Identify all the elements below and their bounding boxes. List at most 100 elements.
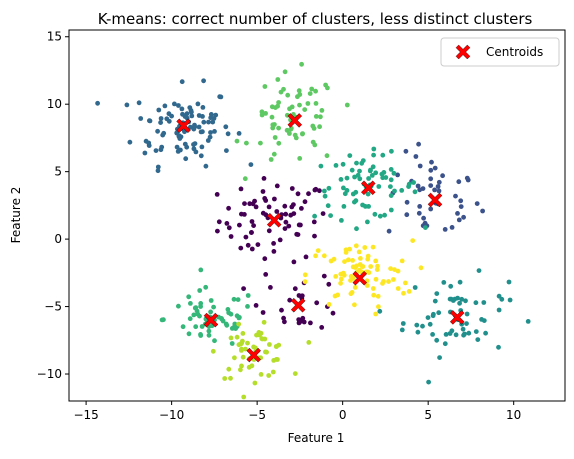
data-point: [266, 228, 272, 234]
data-point: [206, 332, 212, 338]
data-point: [312, 142, 318, 148]
data-point: [176, 303, 181, 309]
centroid-marker: [427, 192, 443, 208]
data-point: [453, 332, 459, 338]
data-point: [289, 186, 295, 191]
data-point: [313, 253, 318, 259]
scatter-points: [95, 61, 531, 400]
data-point: [481, 300, 487, 305]
data-point: [322, 193, 328, 199]
data-point: [326, 281, 332, 287]
data-point: [236, 342, 242, 348]
data-point: [147, 118, 153, 124]
data-point: [211, 304, 217, 310]
data-point: [499, 296, 505, 302]
data-point: [262, 84, 268, 89]
data-point: [350, 258, 355, 263]
data-point: [346, 257, 351, 263]
data-point: [243, 234, 249, 240]
data-point: [373, 276, 379, 282]
data-point: [403, 280, 408, 286]
data-point: [448, 283, 454, 289]
data-point: [434, 291, 440, 296]
data-point: [388, 193, 394, 199]
data-point: [344, 102, 350, 108]
data-point: [449, 225, 455, 230]
data-point: [366, 204, 371, 209]
x-tick-label: −10: [159, 408, 184, 422]
data-point: [374, 267, 380, 272]
y-tick-label: −10: [37, 367, 62, 381]
data-point: [237, 222, 242, 228]
data-point: [155, 128, 161, 134]
data-point: [417, 163, 423, 169]
data-point: [364, 283, 370, 288]
data-point: [208, 309, 214, 315]
data-point: [193, 324, 199, 330]
y-tick-label: 5: [54, 165, 62, 179]
data-point: [312, 233, 317, 239]
data-point: [421, 215, 426, 221]
data-point: [434, 337, 440, 343]
data-point: [368, 167, 373, 173]
data-point: [395, 268, 401, 274]
data-point: [226, 205, 232, 211]
data-point: [373, 258, 379, 264]
data-point: [228, 335, 234, 341]
data-point: [201, 119, 207, 125]
centroid-marker: [287, 113, 303, 128]
data-point: [341, 185, 346, 191]
data-point: [302, 107, 308, 112]
data-point: [473, 300, 479, 306]
data-point: [415, 329, 421, 335]
data-point: [354, 226, 359, 232]
data-point: [215, 228, 220, 234]
data-point: [301, 319, 307, 325]
data-point: [417, 204, 423, 209]
data-point: [253, 345, 258, 351]
data-point: [306, 191, 311, 197]
data-point: [234, 313, 240, 319]
data-point: [483, 330, 488, 336]
data-point: [460, 326, 466, 332]
data-point: [317, 124, 322, 130]
data-point: [347, 246, 352, 252]
data-point: [416, 210, 422, 216]
data-point: [375, 263, 380, 269]
data-point: [400, 321, 406, 326]
data-point: [406, 181, 412, 187]
data-point: [298, 222, 303, 228]
data-point: [373, 170, 379, 176]
data-point: [155, 168, 161, 174]
data-point: [403, 148, 409, 154]
data-point: [187, 316, 193, 322]
data-point: [428, 176, 434, 182]
data-point: [342, 191, 348, 197]
data-point: [273, 105, 278, 110]
data-point: [258, 330, 264, 336]
data-point: [268, 285, 273, 290]
data-point: [324, 153, 330, 159]
data-point: [282, 203, 288, 209]
data-point: [156, 107, 162, 113]
data-point: [198, 129, 204, 135]
data-point: [399, 327, 405, 333]
data-point: [234, 138, 240, 144]
data-point: [313, 101, 319, 106]
data-point: [426, 379, 431, 385]
data-point: [428, 183, 434, 189]
data-point: [436, 310, 442, 316]
data-point: [359, 264, 365, 269]
data-point: [353, 198, 359, 204]
data-point: [263, 272, 269, 277]
data-point: [276, 100, 281, 105]
data-point: [238, 186, 244, 192]
data-point: [352, 285, 358, 290]
data-point: [249, 230, 254, 235]
data-point: [199, 324, 205, 329]
y-tick-label: −5: [44, 300, 62, 314]
data-point: [238, 245, 244, 251]
data-point: [282, 319, 287, 325]
data-point: [234, 334, 240, 340]
data-point: [429, 159, 434, 165]
